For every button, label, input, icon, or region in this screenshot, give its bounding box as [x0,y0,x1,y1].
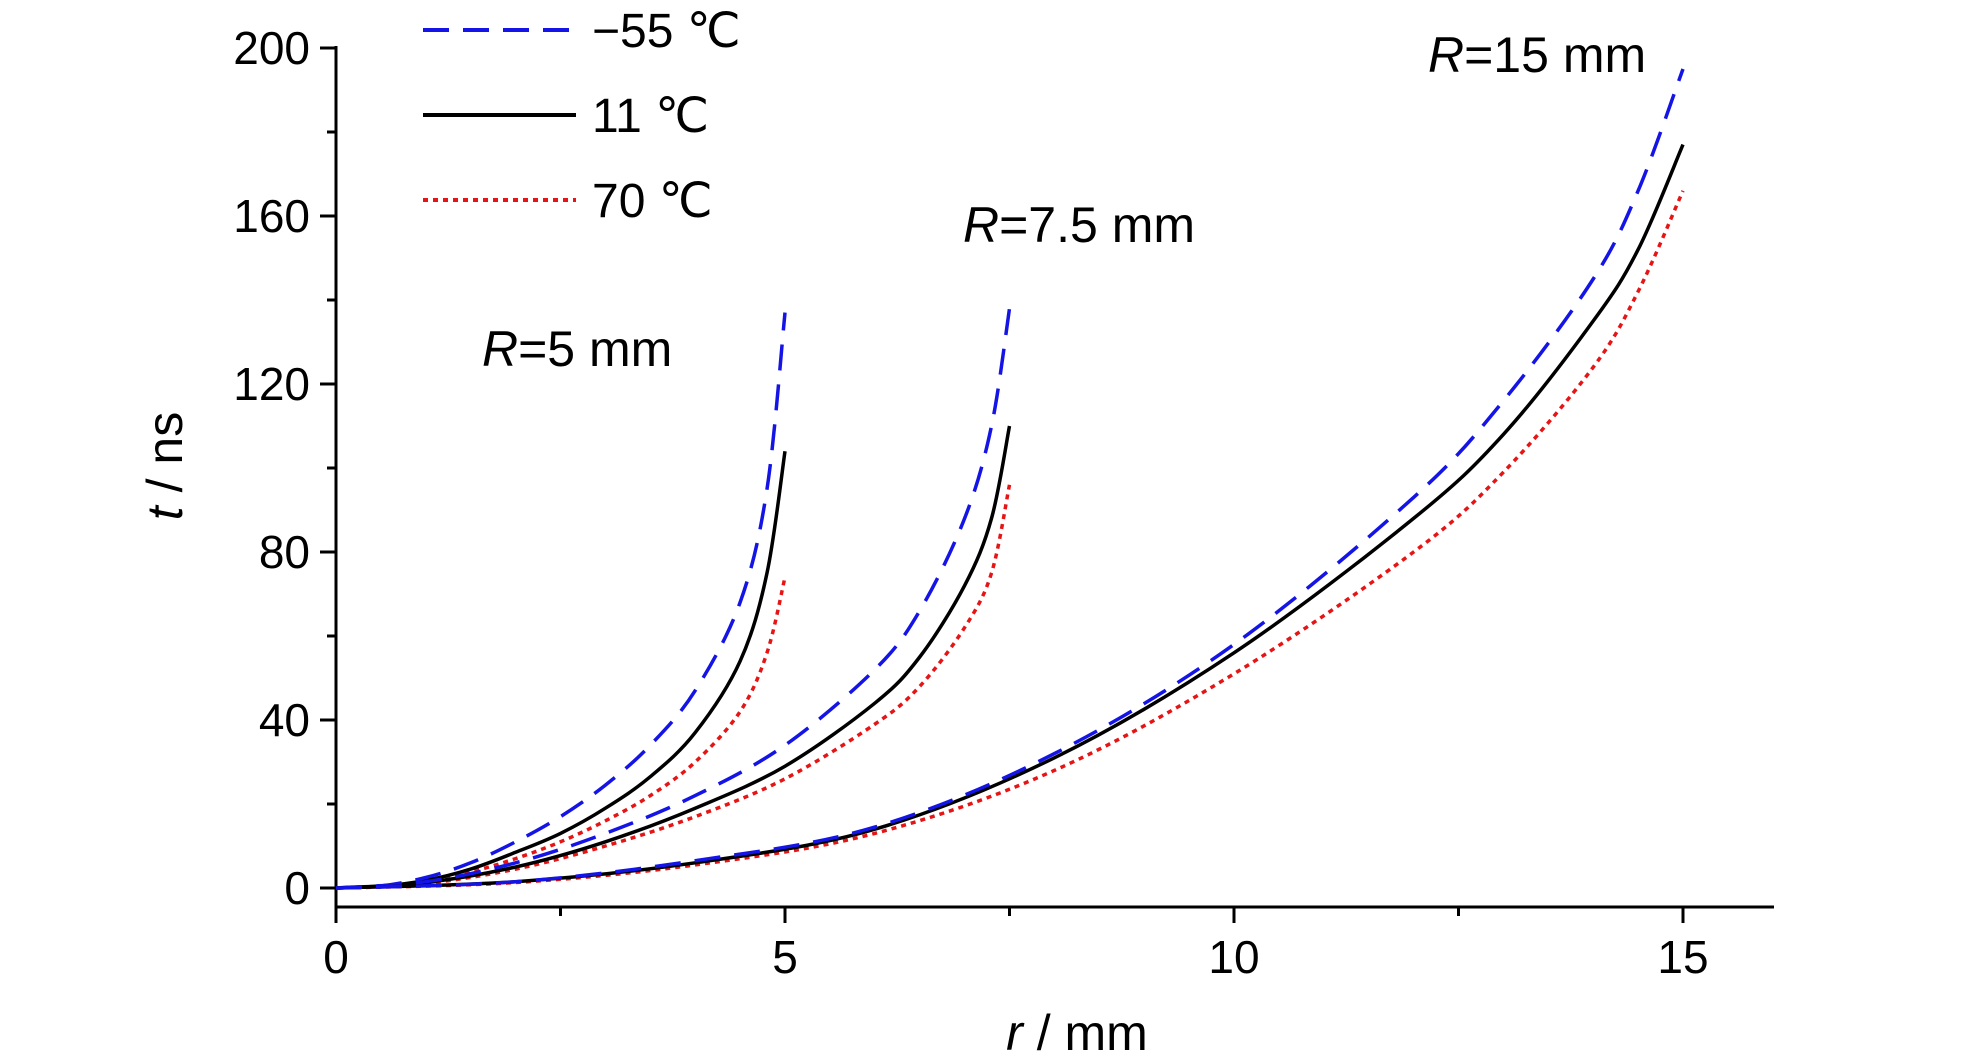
legend-label-70c: 70 ℃ [592,175,713,228]
legend-label-minus55c: −55 ℃ [592,5,741,58]
y-axis-title-unit: / ns [137,412,193,506]
x-tick-label: 15 [1657,931,1708,983]
annotation-r7-5: R=7.5 mm [963,197,1195,253]
axes: 0 40 80 120 160 200 0 5 10 15 r / mm t / ns [137,22,1774,1061]
annotation-var: R [482,321,518,377]
annotation-var: R [963,197,999,253]
series-line-r7-5-11c [335,425,1012,890]
x-tick-label: 5 [772,931,798,983]
series-line-r15-minus55c [335,68,1685,890]
y-axis-title-var: t [137,504,193,520]
annotation-r15: R=15 mm [1428,27,1646,83]
series-line-r7-5-70c [335,484,1012,890]
series-line-r5-70c [335,576,787,890]
y-tick-label: 120 [233,358,310,410]
annotation-value: =7.5 mm [999,197,1195,253]
y-tick-label: 160 [233,190,310,242]
x-axis-title-var: r [1006,1005,1025,1061]
y-tick-label: 0 [284,862,310,914]
x-tick-label: 10 [1208,931,1259,983]
series-line-r5-minus55c [335,312,787,890]
x-axis-title: r / mm [1006,1005,1148,1061]
x-axis-title-unit: / mm [1023,1005,1148,1061]
y-tick-label: 40 [259,694,310,746]
annotation-value: =5 mm [518,321,672,377]
series-line-r7-5-minus55c [335,308,1012,890]
y-tick-label: 200 [233,22,310,74]
x-tick-label: 0 [323,931,349,983]
series-line-r5-11c [335,450,787,890]
annotation-var: R [1428,27,1464,83]
y-axis-title: t / ns [137,412,193,520]
series-layer [335,68,1685,890]
annotation-r5: R=5 mm [482,321,672,377]
annotation-value: =15 mm [1464,27,1646,83]
labels-layer: R=5 mmR=7.5 mmR=15 mm [482,27,1646,377]
series-line-r15-70c [335,190,1685,890]
legend-label-11c: 11 ℃ [592,90,709,143]
y-tick-label: 80 [259,526,310,578]
legend: −55 ℃ 11 ℃ 70 ℃ [423,5,741,228]
